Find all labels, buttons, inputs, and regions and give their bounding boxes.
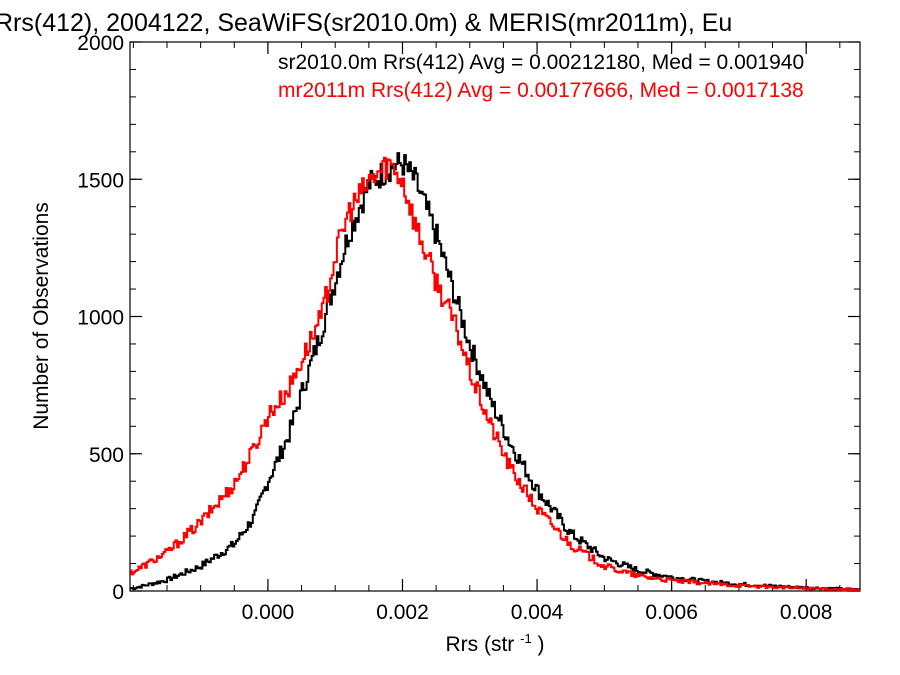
- x-tick-label: 0.000: [242, 601, 295, 624]
- x-axis-label-close: ): [538, 633, 545, 656]
- x-axis-tick-labels: 0.000 0.002 0.004 0.006 0.008: [242, 601, 833, 624]
- y-axis-label: Number of Observations: [30, 202, 53, 430]
- y-tick-label: 1000: [77, 307, 124, 330]
- x-tick-label: 0.002: [376, 601, 429, 624]
- x-axis-label-exponent: -1: [520, 631, 532, 646]
- series-line-mr2011m: [130, 156, 860, 592]
- chart-title: Rrs(412), 2004122, SeaWiFS(sr2010.0m) & …: [0, 9, 732, 37]
- y-tick-label: 500: [89, 444, 124, 467]
- y-tick-label: 0: [112, 581, 124, 604]
- annotation-black: sr2010.0m Rrs(412) Avg = 0.00212180, Med…: [278, 51, 804, 74]
- y-tick-label: 2000: [77, 32, 124, 55]
- x-axis-label: Rrs (str -1 ): [445, 625, 544, 656]
- series-line-sr2010.0m: [130, 152, 860, 592]
- plot-frame: [129, 41, 861, 592]
- series-group: [130, 152, 860, 592]
- annotation-red: mr2011m Rrs(412) Avg = 0.00177666, Med =…: [278, 79, 804, 102]
- y-axis-ticks: [130, 41, 860, 592]
- y-axis-tick-labels: 0 500 1000 1500 2000: [77, 32, 124, 604]
- x-axis-label-text: Rrs (str: [445, 633, 514, 656]
- x-axis-ticks: [132, 42, 841, 591]
- x-tick-label: 0.008: [780, 601, 833, 624]
- x-tick-label: 0.004: [511, 601, 564, 624]
- y-tick-label: 1500: [77, 169, 124, 192]
- x-tick-label: 0.006: [645, 601, 698, 624]
